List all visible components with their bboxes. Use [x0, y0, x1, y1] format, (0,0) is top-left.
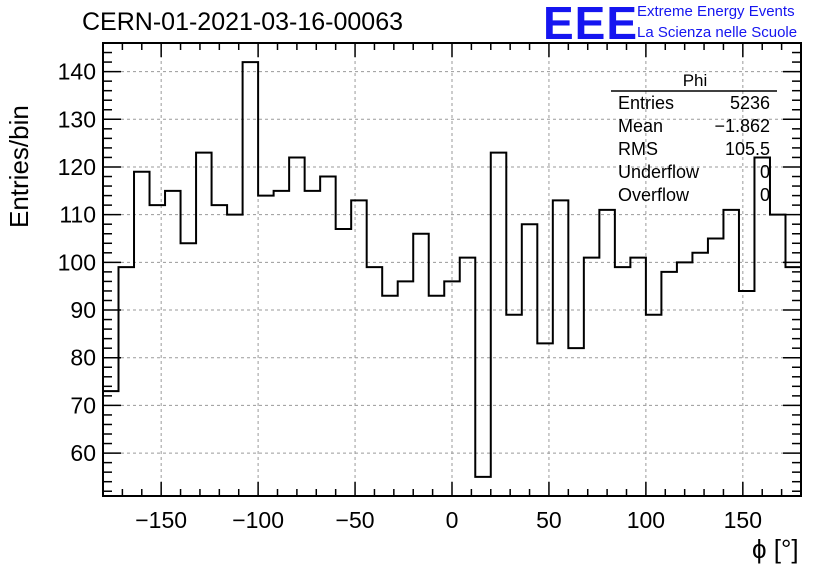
stats-row-overflow: Overflow 0	[618, 185, 770, 207]
stats-key: Underflow	[618, 162, 700, 182]
x-axis-label: ϕ [°]	[752, 534, 799, 564]
logo-tagline-1: Extreme Energy Events	[637, 3, 795, 20]
logo-tagline-2: La Scienza nelle Scuole	[637, 24, 798, 41]
x-tick-label: 100	[627, 507, 665, 533]
stats-row-entries: Entries 5236	[618, 93, 770, 115]
x-tick-label: 50	[536, 507, 562, 533]
axis-tick-labels: −150 −100 −50 0 50 100 150 60 70 80 90 100 110 120 130…	[58, 59, 762, 533]
x-tick-label: 150	[724, 507, 762, 533]
stats-value: 5236	[729, 93, 770, 113]
x-tick-label: −150	[135, 507, 187, 533]
y-tick-label: 80	[70, 345, 96, 371]
stats-key: Mean	[618, 116, 664, 136]
y-tick-label: 90	[70, 297, 96, 323]
stats-key: RMS	[618, 139, 658, 159]
stats-value: −1.862	[714, 116, 770, 136]
y-tick-label: 100	[58, 249, 96, 275]
y-tick-label: 130	[58, 106, 96, 132]
histogram-outline	[102, 61, 802, 496]
stats-value: 0	[759, 185, 770, 205]
stats-row-rms: RMS 105.5	[618, 139, 770, 161]
y-tick-label: 120	[58, 154, 96, 180]
y-axis-label: Entries/bin	[4, 105, 34, 228]
stats-value: 0	[759, 162, 770, 182]
stats-row-mean: Mean −1.862	[618, 116, 770, 138]
stats-value: 105.5	[724, 139, 770, 159]
stats-row-underflow: Underflow 0	[618, 162, 770, 184]
stats-title: Phi	[682, 71, 708, 90]
y-tick-label: 110	[59, 202, 96, 228]
axis-ticks	[103, 42, 801, 496]
stats-key: Overflow	[618, 185, 690, 205]
x-tick-label: 0	[446, 507, 459, 533]
run-title: CERN-01-2021-03-16-00063	[82, 8, 404, 36]
x-tick-label: −50	[336, 507, 375, 533]
stats-key: Entries	[618, 93, 675, 113]
y-tick-label: 70	[70, 392, 96, 418]
eee-logo: EEE	[543, 0, 639, 49]
y-tick-label: 60	[70, 440, 96, 466]
x-tick-label: −100	[232, 507, 284, 533]
y-tick-label: 140	[58, 59, 96, 85]
grid-lines	[103, 43, 801, 496]
